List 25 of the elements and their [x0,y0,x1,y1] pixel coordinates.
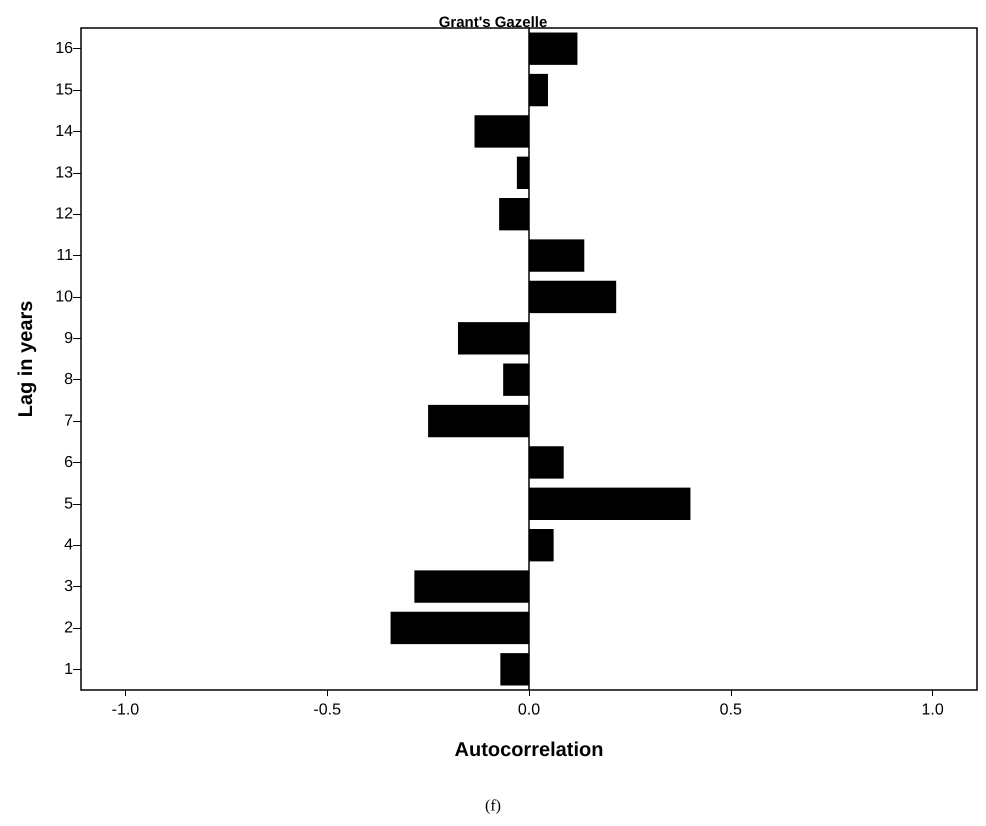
y-tick-label: 7 [64,412,74,430]
y-tick-label: 12 [55,206,74,223]
y-axis-title: Lag in years [15,300,37,418]
y-tick-label: 15 [55,82,74,99]
x-tick-label: -0.5 [313,702,342,718]
x-axis-title: Autocorrelation [454,739,604,761]
y-tick-label: 2 [64,619,74,636]
y-tick-label: 8 [64,371,74,388]
y-tick-label: 16 [55,40,74,58]
y-tick-label: 10 [55,288,74,306]
chart-title: Grant's Gazelle [438,14,548,31]
y-tick-label: 1 [64,660,74,678]
x-tick-label: -1.0 [112,702,140,718]
text: (f) [485,798,501,814]
x-tick-label: 0.5 [720,702,742,718]
y-tick-label: 13 [55,164,74,182]
x-tick-label: 1.0 [921,702,944,718]
y-tick-label: 9 [64,330,74,347]
y-tick-label: 4 [64,536,74,554]
y-tick-label: 14 [55,122,74,140]
y-tick-label: 6 [64,454,74,471]
y-tick-label: 5 [64,495,74,512]
y-tick-label: 11 [56,247,74,264]
y-tick-label: 3 [64,578,74,596]
x-tick-label: 0.0 [518,702,540,718]
